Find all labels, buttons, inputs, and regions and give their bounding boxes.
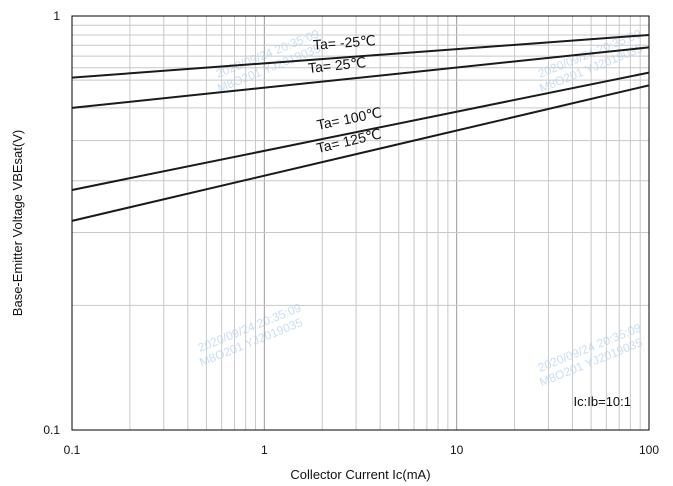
ratio-annotation: Ic:Ib=10:1: [574, 394, 631, 409]
series-label: Ta= -25℃: [312, 32, 376, 53]
y-tick-label: 1: [53, 9, 60, 23]
series-line: [71, 84, 650, 222]
series-line: [71, 33, 650, 79]
x-axis-title: Collector Current Ic(mA): [290, 467, 430, 482]
x-tick-label: 10: [450, 443, 464, 457]
series-line: [71, 46, 650, 109]
plot-frame: [71, 15, 650, 431]
y-axis-title: Base-Emitter Voltage VBEsat(V): [10, 130, 25, 316]
tick-layer: 0.1 1 10 100 0.1 1: [43, 9, 659, 457]
x-tick-label: 0.1: [64, 443, 81, 457]
series-line: [71, 71, 650, 191]
y-tick-label: 0.1: [43, 423, 60, 437]
x-tick-label: 1: [261, 443, 268, 457]
series-label: Ta= 25℃: [307, 54, 367, 76]
grid-layer: [72, 16, 649, 430]
x-tick-label: 100: [639, 443, 659, 457]
